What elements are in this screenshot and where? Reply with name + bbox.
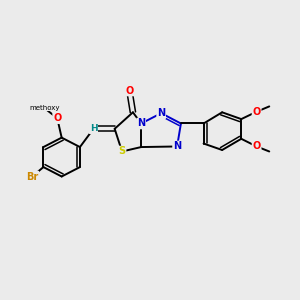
Text: Br: Br <box>26 172 38 182</box>
Text: O: O <box>125 85 134 95</box>
Text: N: N <box>157 108 165 118</box>
Text: N: N <box>137 118 145 128</box>
Text: O: O <box>253 142 261 152</box>
Text: O: O <box>253 107 261 117</box>
Text: S: S <box>118 146 126 157</box>
Text: methoxy: methoxy <box>29 105 60 111</box>
Text: N: N <box>173 142 181 152</box>
Text: H: H <box>90 124 97 133</box>
Text: O: O <box>53 113 61 123</box>
